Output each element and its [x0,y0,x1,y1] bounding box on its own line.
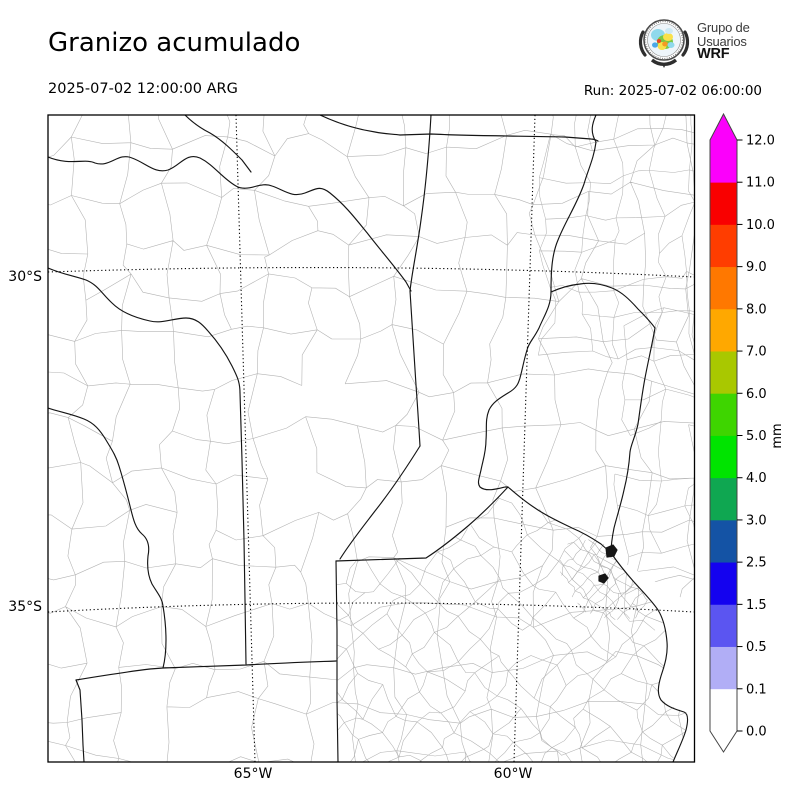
colorbar-tick-label: 8.0 [746,302,767,317]
colorbar-segment [710,435,737,479]
valid-time-label: 2025-07-02 12:00:00 ARG [48,81,238,97]
department-boundary-lines [538,115,695,361]
gridline-60W [513,115,536,762]
department-boundary-lines [48,115,695,762]
y-tick-35S: 35°S [8,599,42,615]
colorbar-tick-label: 1.5 [746,598,767,613]
rio-de-la-plata-water [613,556,695,762]
y-tick-30S: 30°S [8,269,42,285]
x-tick-65W: 65°W [233,766,273,782]
latlon-gridlines [48,115,695,762]
colorbar-segment [710,393,737,436]
colorbar-tick-label: 6.0 [746,387,767,402]
colorbar-segment [710,562,737,605]
colorbar-tick-label: 10.0 [746,218,775,233]
colorbar-extend-arrow-bottom [710,731,737,752]
colorbar-segment [710,266,737,310]
gridline-35S [48,602,695,613]
province-boundaries [48,115,689,762]
colorbar-segment [710,140,737,183]
colorbar-segment [710,477,737,521]
colorbar-tick-label: 4.0 [746,471,767,486]
wrf-logo-text: Grupo de Usuarios WRF [697,21,750,62]
colorbar-segment [710,646,737,690]
colorbar-segment [710,351,737,394]
gridline-30S [48,266,695,278]
colorbar-segment [710,224,737,268]
colorbar-tick-label: 11.0 [746,176,775,191]
model-run-label: Run: 2025-07-02 06:00:00 [583,83,762,99]
colorbar-tick-label: 0.1 [746,682,767,697]
logo-line1: Grupo de [697,20,750,35]
colorbar-tick-label: 12.0 [746,134,775,149]
gridline-65W [235,115,256,762]
logo-line2: Usuarios [697,33,747,49]
colorbar-tick-label: 5.0 [746,429,767,444]
wrf-logo-globe-icon [638,19,690,68]
colorbar-tick-label: 0.0 [746,725,767,740]
colorbar-segment [710,688,737,732]
parana-delta-islands [598,573,609,584]
colorbar-units-label: mm [770,423,785,448]
colorbar-extend-arrow-top [710,114,737,140]
colorbar-segment [710,182,737,225]
colorbar-tick-label: 0.5 [746,640,767,655]
colorbar-segment [710,519,737,563]
x-tick-60W: 60°W [493,766,533,782]
map-frame [47,114,696,763]
colorbar-tick-label: 7.0 [746,345,767,360]
parana-delta-islands [605,544,618,558]
colorbar-tick-label: 3.0 [746,513,767,528]
logo-line3: WRF [697,46,730,62]
colorbar-segment [710,604,737,647]
colorbar-tick-label: 2.5 [746,556,767,571]
page-title: Granizo acumulado [48,28,301,58]
colorbar-tick-label: 9.0 [746,260,767,275]
colorbar: 0.0 0.1 0.5 1.5 2.5 3.0 4.0 5.0 6.0 7.0 8.0 9.0 10.0… [709,112,785,753]
colorbar-segment [710,308,737,352]
